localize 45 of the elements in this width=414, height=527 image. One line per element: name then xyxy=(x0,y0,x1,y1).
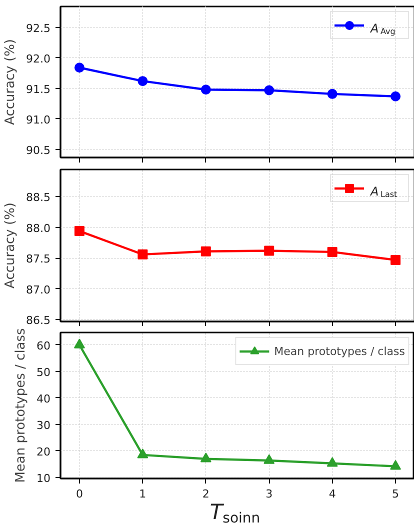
point xyxy=(200,246,211,256)
y-tick-label: 91.5 xyxy=(26,82,51,96)
x-tick-label: 2 xyxy=(202,488,210,500)
point xyxy=(138,249,148,260)
point xyxy=(327,246,338,257)
x-tick-label: 5 xyxy=(392,488,400,500)
y-tick-label: 87.0 xyxy=(26,283,51,296)
x-tick-label: 1 xyxy=(139,488,146,500)
y-tick-label: 87.5 xyxy=(26,252,51,266)
y-tick-label: 88.0 xyxy=(26,222,51,235)
y-tick-label: 60 xyxy=(36,339,51,352)
y-tick-label: 92.0 xyxy=(26,52,51,66)
point xyxy=(390,91,401,102)
y-axis-title: Accuracy (%) xyxy=(3,202,18,288)
y-tick-label: 50 xyxy=(36,366,51,379)
y-axis-title: Accuracy (%) xyxy=(3,39,18,125)
point xyxy=(200,452,212,462)
x-tick-label: 0 xyxy=(76,488,83,500)
point xyxy=(200,84,211,95)
y-tick-label: 86.5 xyxy=(26,314,51,328)
point xyxy=(74,62,84,73)
y-tick-label: 88.5 xyxy=(26,191,51,204)
point xyxy=(390,254,401,265)
point xyxy=(264,85,274,96)
y-tick-label: 91.0 xyxy=(26,113,51,126)
point xyxy=(264,246,274,256)
y-tick-label: 10 xyxy=(36,472,51,485)
legend-label: Mean prototypes / class xyxy=(274,344,405,358)
point xyxy=(137,448,148,458)
point xyxy=(74,338,85,348)
y-tick-label: 20 xyxy=(36,445,51,458)
x-tick-label: 4 xyxy=(328,488,336,500)
point xyxy=(138,76,148,86)
y-tick-label: 30 xyxy=(36,418,51,432)
x-tick-label: 3 xyxy=(266,488,273,500)
point xyxy=(264,454,275,464)
x-axis-title: T$_{soinn}$ xyxy=(210,500,260,526)
y-axis-title: Mean prototypes / class xyxy=(14,328,29,483)
point xyxy=(326,457,338,467)
y-tick-label: 92.5 xyxy=(26,22,51,35)
y-tick-label: 90.5 xyxy=(26,144,51,158)
y-tick-label: 40 xyxy=(36,392,51,406)
point xyxy=(390,460,402,470)
point xyxy=(74,226,84,236)
point xyxy=(327,88,338,99)
